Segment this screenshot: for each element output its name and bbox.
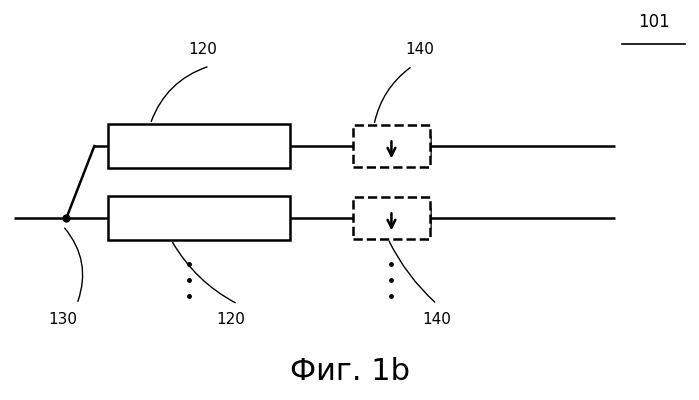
Text: 130: 130 <box>48 312 78 328</box>
Text: 140: 140 <box>422 312 452 328</box>
Bar <box>353 125 430 167</box>
Bar <box>108 196 290 240</box>
Text: Фиг. 1b: Фиг. 1b <box>289 358 410 386</box>
Bar <box>353 197 430 239</box>
Text: 101: 101 <box>637 13 670 31</box>
Text: 120: 120 <box>216 312 245 328</box>
Text: 120: 120 <box>188 42 217 58</box>
Bar <box>108 124 290 168</box>
Text: 140: 140 <box>405 42 434 58</box>
